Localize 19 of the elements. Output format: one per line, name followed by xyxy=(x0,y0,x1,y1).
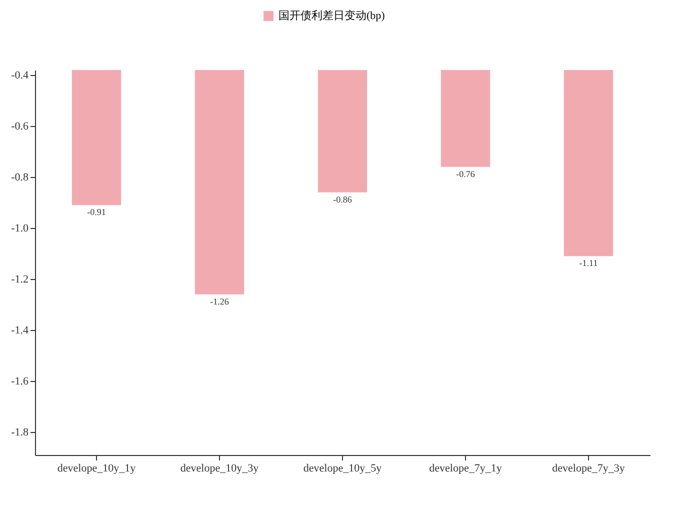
y-tick-label: -0.6 xyxy=(11,120,29,133)
x-tick-label: develope_7y_1y xyxy=(429,462,502,474)
y-tick-label: -0.4 xyxy=(11,70,29,82)
x-tick-label: develope_10y_3y xyxy=(180,462,260,474)
x-tick-label: develope_10y_1y xyxy=(57,462,136,474)
data-label: -1.11 xyxy=(579,258,598,268)
y-tick-label: -0.8 xyxy=(11,172,29,184)
data-label: -0.91 xyxy=(87,207,106,218)
data-label: -1.26 xyxy=(210,296,230,306)
data-label: -0.86 xyxy=(333,194,352,204)
x-tick-label: develope_7y_3y xyxy=(552,462,626,474)
y-tick-label: -1.2 xyxy=(11,274,28,286)
y-tick-label: -1.6 xyxy=(11,376,29,388)
y-tick-label: -1.4 xyxy=(11,324,29,337)
y-tick-label: -1.0 xyxy=(11,222,29,235)
x-tick-label: develope_10y_5y xyxy=(303,462,382,474)
y-tick-label: -1.8 xyxy=(11,426,29,439)
data-label: -0.76 xyxy=(456,168,476,179)
legend-label: 国开债利差日变动(bp) xyxy=(278,9,386,22)
